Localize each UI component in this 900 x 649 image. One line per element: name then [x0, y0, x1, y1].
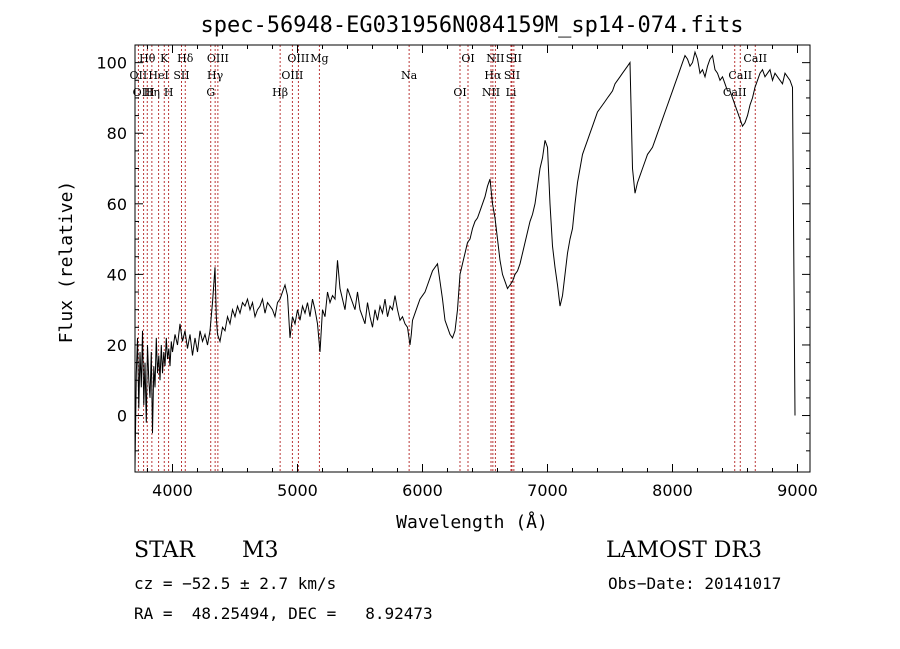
line-label-22: SII [504, 69, 520, 82]
line-label-15: Mg [310, 52, 328, 65]
star-subclass: M3 [242, 538, 279, 563]
y-tick-label-0: 0 [117, 407, 127, 426]
spectrum-series [134, 50, 796, 469]
y-tick-label-3: 60 [107, 195, 127, 214]
line-label-13: OIII [281, 69, 303, 82]
x-tick-label-0: 4000 [152, 481, 193, 500]
line-label-4: HeI [148, 69, 168, 82]
line-label-7: SII [173, 69, 189, 82]
line-label-23: Li [506, 86, 517, 99]
line-label-12: OIII [287, 52, 309, 65]
line-label-3: K [160, 52, 169, 65]
y-tick-label-5: 100 [96, 54, 127, 73]
x-tick-label-4: 8000 [652, 481, 693, 500]
coordinates: RA = 48.25494, DEC = 8.92473 [134, 604, 433, 623]
spectrum-chart: spec-56948-EG031956N084159M_sp14-074.fit… [56, 13, 818, 533]
line-label-27: CaII [743, 52, 767, 65]
line-label-16: Na [401, 69, 418, 82]
line-label-5: Hη [144, 86, 160, 99]
line-label-6: Hδ [177, 52, 194, 65]
line-label-10: Hγ [207, 69, 224, 82]
line-label-19: Hα [484, 69, 502, 82]
line-label-9: OIII [207, 52, 229, 65]
star-type: STAR [134, 538, 195, 563]
chart-title: spec-56948-EG031956N084159M_sp14-074.fit… [200, 13, 743, 38]
line-label-1: OII [130, 69, 148, 82]
observation-date: Obs−Date: 20141017 [608, 574, 782, 593]
axis-ticks: 4000 5000 6000 7000 8000 9000 0 20 40 60 80 100 [96, 45, 818, 500]
line-label-25: CaII [728, 69, 752, 82]
y-tick-label-1: 20 [107, 336, 127, 355]
line-label-2: OIII [133, 86, 155, 99]
line-label-26: CaII [723, 86, 747, 99]
plot-frame [134, 44, 811, 473]
x-tick-label-2: 6000 [402, 481, 443, 500]
line-label-20: NII [482, 86, 500, 99]
x-axis-label: Wavelength (Å) [396, 511, 548, 533]
y-tick-label-4: 80 [107, 124, 127, 143]
plot-area [134, 44, 811, 473]
x-tick-label-5: 9000 [777, 481, 818, 500]
line-label-21: NII [486, 52, 504, 65]
line-label-8: H [164, 86, 174, 99]
x-tick-label-3: 7000 [527, 481, 568, 500]
emission-lines-layer: HθOIIOIIIKHeIHηHδSIIHOIIIHγGOIIIOIIIHβMg… [130, 45, 767, 472]
redshift-cz: cz = −52.5 ± 2.7 km/s [134, 574, 337, 593]
y-tick-label-2: 40 [107, 265, 127, 284]
line-label-17: OI [453, 86, 466, 99]
line-label-24: SII [506, 52, 522, 65]
line-label-18: OI [461, 52, 474, 65]
line-label-11: G [206, 86, 215, 99]
x-tick-label-1: 5000 [277, 481, 318, 500]
survey-name: LAMOST DR3 [606, 538, 762, 563]
line-label-14: Hβ [272, 86, 288, 99]
y-axis-label: Flux (relative) [56, 181, 77, 344]
